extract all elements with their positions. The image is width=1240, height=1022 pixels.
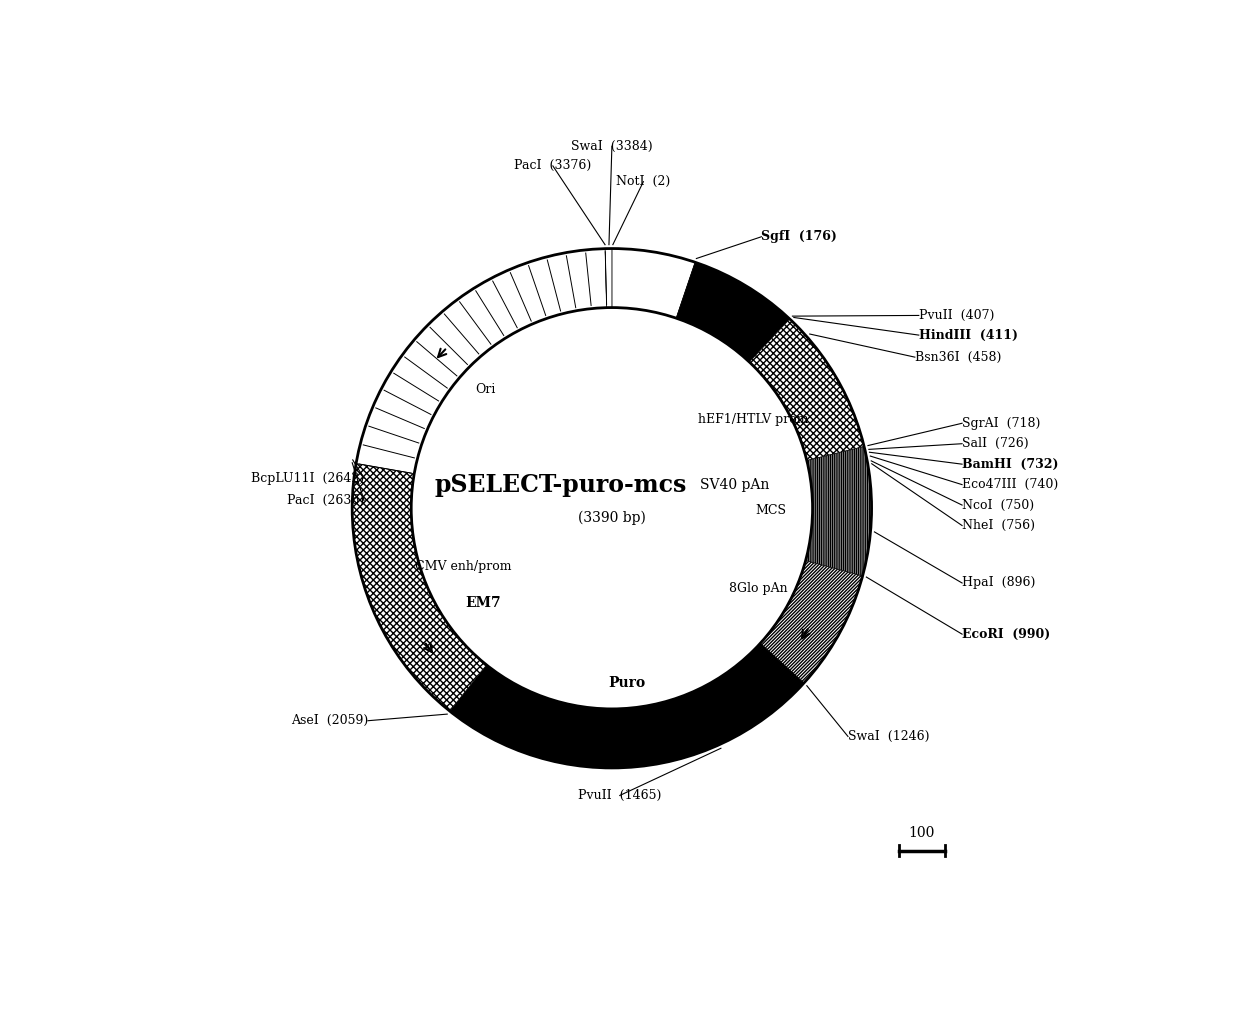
- Text: EM7: EM7: [466, 596, 501, 610]
- Text: SV40 pAn: SV40 pAn: [701, 477, 769, 492]
- Wedge shape: [806, 447, 872, 576]
- Text: pSELECT-puro-mcs: pSELECT-puro-mcs: [434, 472, 687, 497]
- Text: Bsn36I  (458): Bsn36I (458): [915, 351, 1001, 364]
- Text: PacI  (3376): PacI (3376): [515, 159, 591, 173]
- Wedge shape: [352, 463, 486, 711]
- Wedge shape: [676, 263, 790, 362]
- Text: SgfI  (176): SgfI (176): [761, 230, 837, 243]
- Wedge shape: [605, 248, 611, 308]
- Text: EcoRI  (990): EcoRI (990): [962, 628, 1050, 641]
- Text: HpaI  (896): HpaI (896): [962, 576, 1035, 590]
- Text: NheI  (756): NheI (756): [962, 519, 1035, 532]
- Text: NcoI  (750): NcoI (750): [962, 499, 1034, 512]
- Text: HindIII  (411): HindIII (411): [919, 329, 1018, 341]
- Text: (3390 bp): (3390 bp): [578, 510, 646, 525]
- Text: Eco47III  (740): Eco47III (740): [962, 478, 1058, 492]
- Text: BcpLU11I  (2642): BcpLU11I (2642): [250, 472, 365, 484]
- Wedge shape: [352, 248, 872, 768]
- Text: 100: 100: [909, 826, 935, 840]
- Text: 8Glo pAn: 8Glo pAn: [729, 583, 787, 595]
- Text: PvuII  (407): PvuII (407): [919, 309, 994, 322]
- Wedge shape: [760, 561, 863, 683]
- Text: PacI  (2636): PacI (2636): [286, 494, 365, 507]
- Text: SalI  (726): SalI (726): [962, 437, 1029, 451]
- Text: hEF1/HTLV prom: hEF1/HTLV prom: [698, 413, 808, 426]
- Text: Ori: Ori: [476, 383, 496, 397]
- Text: NotI  (2): NotI (2): [616, 175, 671, 188]
- Wedge shape: [611, 248, 696, 318]
- Text: PvuII  (1465): PvuII (1465): [578, 789, 661, 802]
- Wedge shape: [356, 248, 606, 473]
- Wedge shape: [450, 643, 804, 768]
- Text: BamHI  (732): BamHI (732): [962, 458, 1059, 471]
- Text: SgrAI  (718): SgrAI (718): [962, 417, 1040, 430]
- Text: SwaI  (3384): SwaI (3384): [572, 140, 652, 152]
- Text: Puro: Puro: [608, 676, 645, 690]
- Text: SwaI  (1246): SwaI (1246): [848, 730, 930, 743]
- Wedge shape: [749, 319, 864, 461]
- Text: MCS: MCS: [755, 504, 786, 517]
- Text: CMV enh/prom: CMV enh/prom: [415, 560, 512, 573]
- Text: AseI  (2059): AseI (2059): [290, 714, 368, 728]
